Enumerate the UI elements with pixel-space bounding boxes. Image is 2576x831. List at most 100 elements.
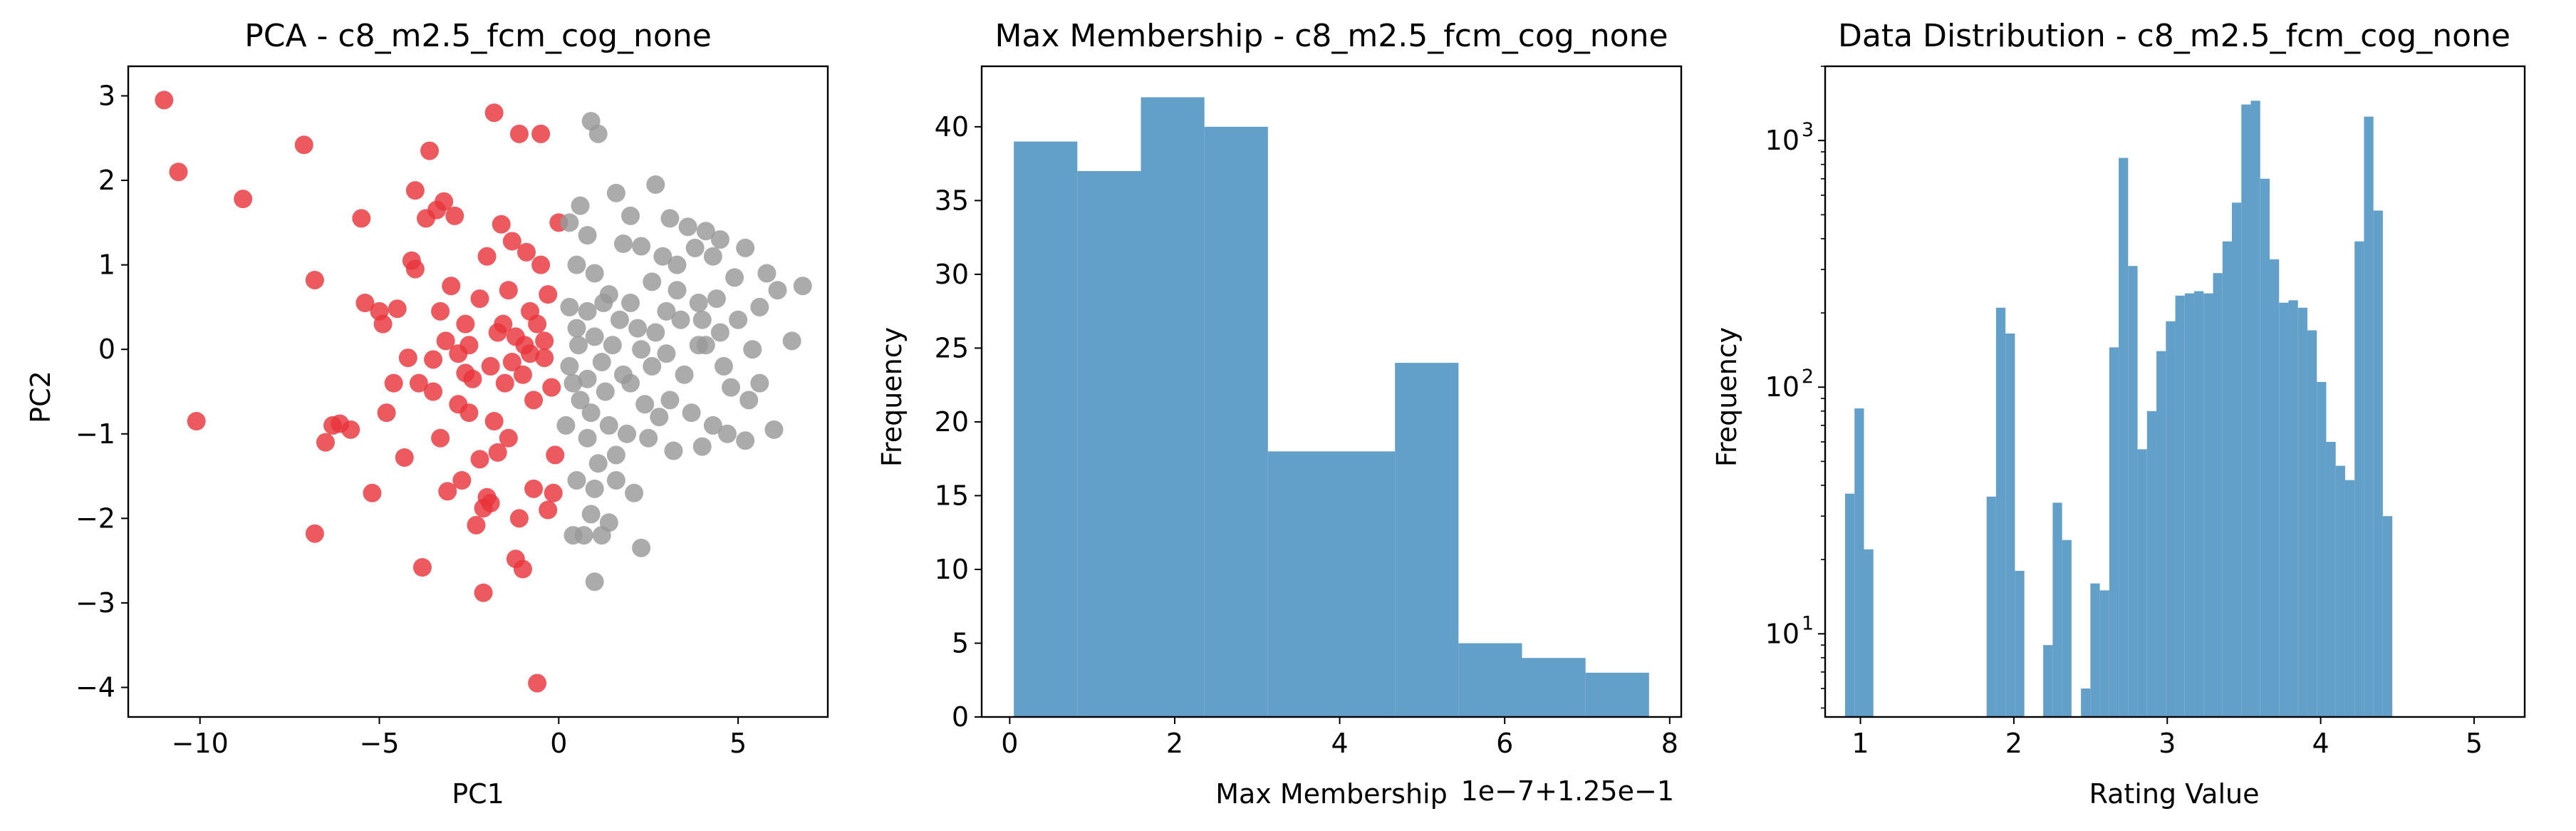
- scatter-point-gray: [588, 454, 608, 473]
- scatter-point-red: [509, 509, 529, 528]
- scatter-point-gray: [710, 230, 729, 249]
- histogram-bar: [2288, 300, 2298, 717]
- scatter-point-gray: [707, 289, 726, 309]
- scatter-point-gray: [564, 373, 583, 393]
- scatter-point-gray: [668, 255, 687, 274]
- membership-bars: [1014, 97, 1649, 718]
- scatter-point-gray: [578, 301, 597, 321]
- scatter-point-gray: [581, 403, 601, 423]
- scatter-point-gray: [567, 255, 586, 274]
- histogram-bar: [2335, 465, 2345, 717]
- scatter-point-gray: [793, 277, 812, 296]
- histogram-bar: [2222, 241, 2233, 717]
- scatter-point-red: [470, 289, 489, 309]
- x-tick-label: 2: [2005, 728, 2022, 759]
- y-tick-label: −2: [76, 502, 115, 534]
- x-tick-label: 0: [550, 728, 567, 759]
- membership-axes: 0 2 4 6 8 0 5 10 15 20 25 30 35 40: [935, 111, 1678, 759]
- scatter-point-gray: [603, 336, 622, 355]
- scatter-point-red: [544, 483, 563, 502]
- scatter-point-gray: [692, 437, 712, 456]
- scatter-point-red: [305, 270, 324, 289]
- pca-y-axis-label: PC2: [25, 371, 56, 423]
- scatter-point-red: [474, 583, 493, 602]
- scatter-point-gray: [739, 391, 759, 410]
- scatter-point-gray: [682, 403, 701, 423]
- scatter-point-red: [484, 103, 504, 123]
- histogram-bar: [1077, 170, 1141, 717]
- scatter-point-gray: [643, 356, 662, 376]
- histogram-bar: [2307, 330, 2317, 717]
- scatter-point-red: [373, 314, 393, 334]
- x-tick-label: 5: [729, 728, 747, 759]
- scatter-point-gray: [567, 471, 586, 490]
- scatter-point-red: [234, 190, 253, 209]
- scatter-point-gray: [639, 428, 658, 448]
- y-tick-label: 40: [935, 111, 969, 143]
- scatter-point-red: [402, 251, 421, 270]
- histogram-bar: [2297, 307, 2307, 717]
- y-tick-label: 20: [935, 406, 969, 438]
- scatter-point-gray: [632, 237, 651, 256]
- scatter-point-gray: [617, 424, 636, 443]
- scatter-point-gray: [592, 526, 611, 545]
- scatter-point-gray: [585, 264, 604, 283]
- scatter-point-gray: [782, 331, 801, 351]
- scatter-point-gray: [560, 297, 579, 316]
- y-tick-label: 0: [952, 701, 969, 733]
- histogram-bar: [2232, 202, 2242, 717]
- scatter-point-gray: [606, 183, 625, 202]
- scatter-point-red: [305, 524, 324, 543]
- scatter-point-red: [516, 242, 536, 262]
- histogram-bar: [1267, 451, 1331, 717]
- scatter-point-red: [502, 232, 521, 251]
- y-tick-label: 3: [98, 81, 115, 112]
- scatter-point-red: [531, 124, 551, 143]
- scatter-point-gray: [664, 441, 683, 460]
- histogram-bar: [1844, 493, 1855, 717]
- scatter-point-red: [316, 433, 335, 452]
- scatter-point-gray: [689, 336, 708, 355]
- histogram-bar: [2364, 116, 2374, 718]
- histogram-bar: [2062, 540, 2072, 717]
- histogram-bar: [2052, 502, 2062, 717]
- scatter-point-gray: [594, 294, 613, 312]
- scatter-point-gray: [714, 356, 733, 376]
- y-tick-exponent: 2: [1802, 366, 1814, 388]
- scatter-point-red: [542, 378, 561, 397]
- histogram-bar: [2354, 241, 2364, 717]
- scatter-point-red: [355, 294, 375, 312]
- scatter-point-red: [169, 162, 188, 182]
- scatter-point-gray: [650, 408, 669, 427]
- histogram-bar: [2260, 178, 2270, 718]
- histogram-bar: [2194, 291, 2204, 718]
- scatter-point-gray: [585, 327, 604, 346]
- pca-scatter-panel: PCA - c8_m2.5_fcm_cog_none −10 −5 0 5−4−3−2…: [25, 18, 829, 810]
- scatter-point-gray: [653, 247, 672, 266]
- scatter-point-gray: [564, 526, 583, 545]
- scatter-point-gray: [571, 196, 590, 215]
- scatter-point-red: [488, 443, 507, 462]
- y-tick-label: 35: [935, 185, 969, 216]
- scatter-point-gray: [725, 268, 744, 287]
- scatter-point-red: [412, 558, 432, 577]
- scatter-point-gray: [750, 297, 769, 316]
- histogram-bar: [2269, 259, 2280, 717]
- y-tick-label: −3: [76, 587, 115, 619]
- x-tick-label: 4: [2312, 728, 2329, 759]
- x-tick-label: 8: [1661, 728, 1678, 759]
- scatter-point-red: [494, 314, 513, 334]
- scatter-point-gray: [692, 310, 712, 329]
- scatter-point-gray: [578, 369, 597, 388]
- scatter-point-red: [420, 141, 440, 160]
- y-tick-label: 10: [1765, 618, 1799, 649]
- scatter-point-gray: [660, 209, 680, 228]
- histogram-bar: [2250, 100, 2260, 717]
- scatter-point-gray: [657, 301, 676, 321]
- scatter-point-red: [502, 353, 521, 371]
- scatter-point-red: [515, 336, 534, 355]
- histogram-bar: [1331, 451, 1396, 717]
- scatter-point-red: [384, 373, 403, 393]
- scatter-point-red: [524, 479, 544, 498]
